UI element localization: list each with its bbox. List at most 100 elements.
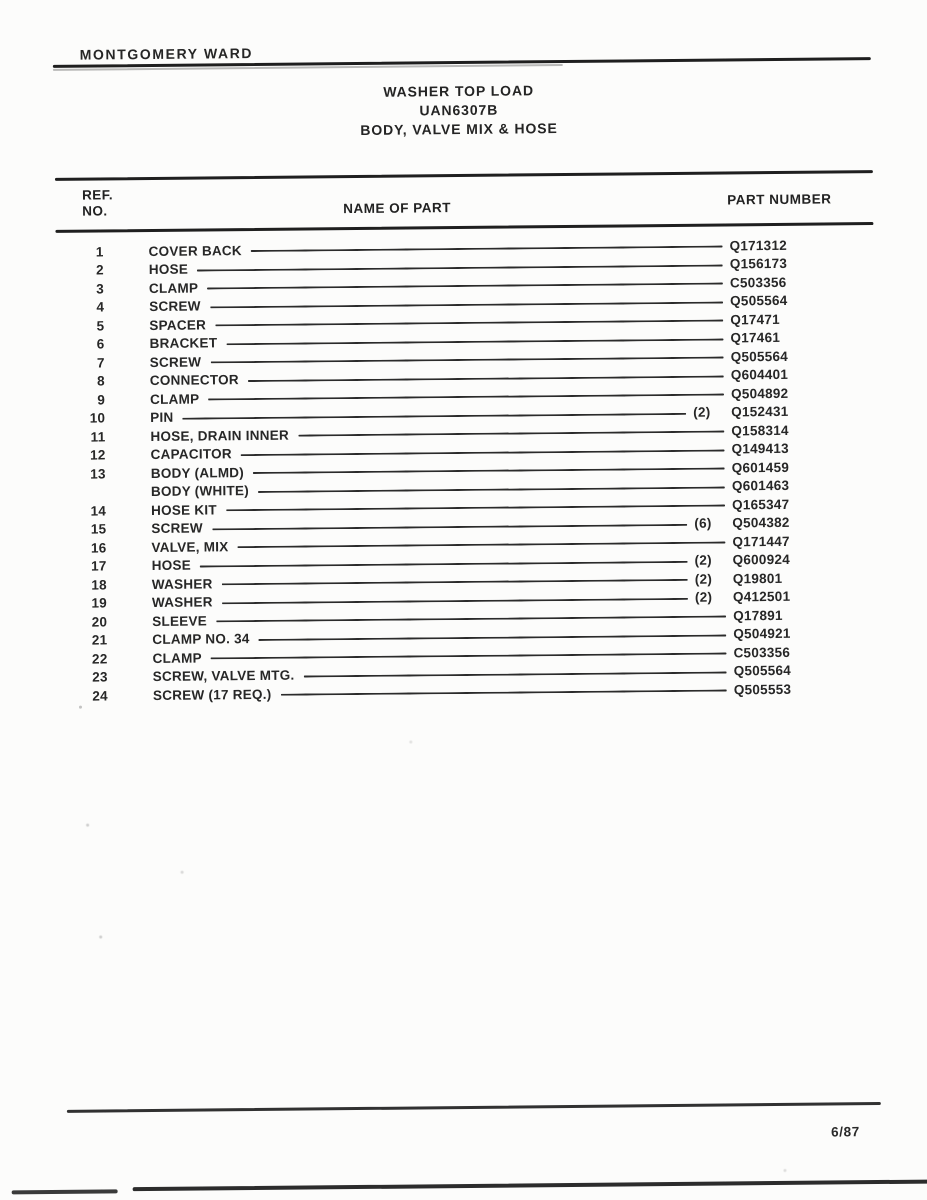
part-number-cell: Q149413 (731, 441, 789, 457)
ref-no-cell: 22 (91, 651, 108, 667)
part-number-cell: Q156173 (729, 256, 788, 272)
part-number-cell: Q165347 (732, 496, 790, 513)
part-number-cell: Q504921 (733, 626, 791, 642)
part-name-cell: SCREW, VALVE MTG. (152, 667, 295, 685)
part-number-cell: Q412501 (732, 589, 791, 605)
column-header-name-of-part: NAME OF PART (343, 200, 452, 217)
ref-no-cell: 2 (95, 262, 104, 278)
leader-line (197, 264, 723, 272)
part-number-cell: Q504892 (730, 385, 789, 402)
leader-line (210, 356, 724, 364)
part-number-cell: Q604401 (730, 367, 789, 383)
part-name-cell: HOSE (151, 557, 191, 574)
column-header-ref-no: REF. NO. (82, 187, 113, 219)
leader-line (258, 634, 727, 641)
leader-line (215, 615, 727, 623)
leader-line (280, 689, 727, 697)
brand-header: MONTGOMERY WARD (79, 44, 254, 63)
part-name-cell: VALVE, MIX (151, 539, 229, 555)
ref-no-cell: 9 (97, 392, 106, 408)
part-number-cell: Q158314 (731, 422, 789, 439)
ref-no-cell: 16 (90, 540, 107, 556)
part-name-cell: SCREW (151, 520, 203, 537)
part-name-cell: BODY (WHITE) (150, 483, 250, 500)
leader-line (208, 393, 725, 401)
qty-cell: (2) (694, 589, 713, 606)
part-number-cell: Q152431 (731, 404, 789, 420)
part-name-cell: CLAMP (148, 280, 199, 296)
part-name-cell: SPACER (149, 317, 207, 333)
ref-no-cell: 3 (96, 281, 105, 297)
leader-line (257, 486, 725, 493)
ref-no-cell (0, 492, 106, 493)
part-name-cell: SCREW (17 REQ.) (152, 686, 272, 703)
part-number-cell: Q171312 (729, 237, 787, 254)
part-number-cell: C503356 (733, 644, 791, 661)
part-number-cell: Q19801 (732, 570, 783, 587)
part-number-cell: Q505553 (733, 681, 792, 698)
part-number-cell: Q17891 (733, 607, 783, 624)
part-name-cell: CLAMP (149, 391, 200, 407)
qty-cell: (6) (694, 515, 712, 532)
part-name-cell: BODY (ALMD) (150, 464, 245, 481)
ref-no-cell: 6 (96, 336, 105, 352)
leader-line (303, 671, 727, 678)
leader-line (207, 282, 723, 290)
part-name-cell: HOSE KIT (151, 502, 217, 518)
part-number-cell: Q601463 (731, 478, 790, 494)
part-name-cell: CLAMP (152, 650, 202, 666)
ref-no-cell: 21 (91, 632, 108, 648)
page-bottom-edge-right (132, 1179, 927, 1191)
qty-cell: (2) (694, 552, 712, 569)
footer-rule (66, 1102, 881, 1113)
part-number-cell: Q504382 (732, 515, 790, 531)
ref-no-cell: 15 (90, 521, 107, 537)
part-number-cell: C503356 (729, 274, 787, 291)
ref-no-cell: 17 (91, 558, 107, 574)
qty-cell: (2) (693, 404, 711, 421)
part-number-cell: Q505564 (730, 348, 789, 365)
ref-no-cell: 14 (90, 503, 107, 519)
ref-no-cell: 5 (96, 318, 105, 334)
leader-line (240, 449, 725, 456)
part-name-cell: SCREW (149, 354, 202, 370)
part-number-cell: Q601459 (731, 459, 790, 476)
leader-line (209, 301, 724, 309)
part-name-cell: SLEEVE (152, 613, 208, 629)
ref-no-cell: 20 (91, 614, 108, 630)
ref-no-cell: 24 (92, 688, 108, 704)
document-title: WASHER TOP LOAD UAN6307B BODY, VALVE MIX… (0, 78, 923, 144)
part-number-cell: Q505564 (733, 663, 792, 679)
column-header-part-number: PART NUMBER (727, 191, 832, 208)
leader-line (250, 245, 723, 253)
ref-no-cell: 19 (91, 595, 108, 611)
ref-no-cell: 1 (95, 244, 104, 260)
part-name-cell: COVER BACK (148, 242, 242, 259)
part-name-cell: CONNECTOR (149, 372, 239, 389)
part-name-cell: HOSE, DRAIN INNER (150, 427, 289, 444)
leader-line (211, 523, 688, 531)
ref-no-cell: 10 (89, 410, 106, 426)
part-name-cell: PIN (150, 410, 174, 426)
ref-no-cell: 13 (90, 466, 106, 482)
part-name-cell: WASHER (151, 594, 213, 611)
leader-line (237, 541, 726, 549)
ref-no-cell: 12 (89, 447, 106, 463)
leader-line (225, 504, 726, 512)
leader-line (215, 319, 724, 327)
leader-line (297, 430, 725, 437)
leader-line (210, 652, 727, 660)
parts-table-body: 1 COVER BACK Q171312 2 HOSE Q156173 3 CLAMP C503… (0, 235, 927, 706)
part-name-cell: BRACKET (149, 335, 218, 352)
ref-no-cell: 23 (92, 669, 108, 685)
column-header-ref: REF. (82, 187, 114, 203)
ref-no-cell: 18 (91, 577, 107, 593)
leader-line (221, 579, 688, 586)
page-bottom-edge-left (11, 1189, 118, 1195)
scan-noise (78, 705, 83, 709)
leader-line (226, 338, 724, 346)
part-number-cell: Q17461 (730, 330, 781, 346)
leader-line (221, 597, 689, 605)
